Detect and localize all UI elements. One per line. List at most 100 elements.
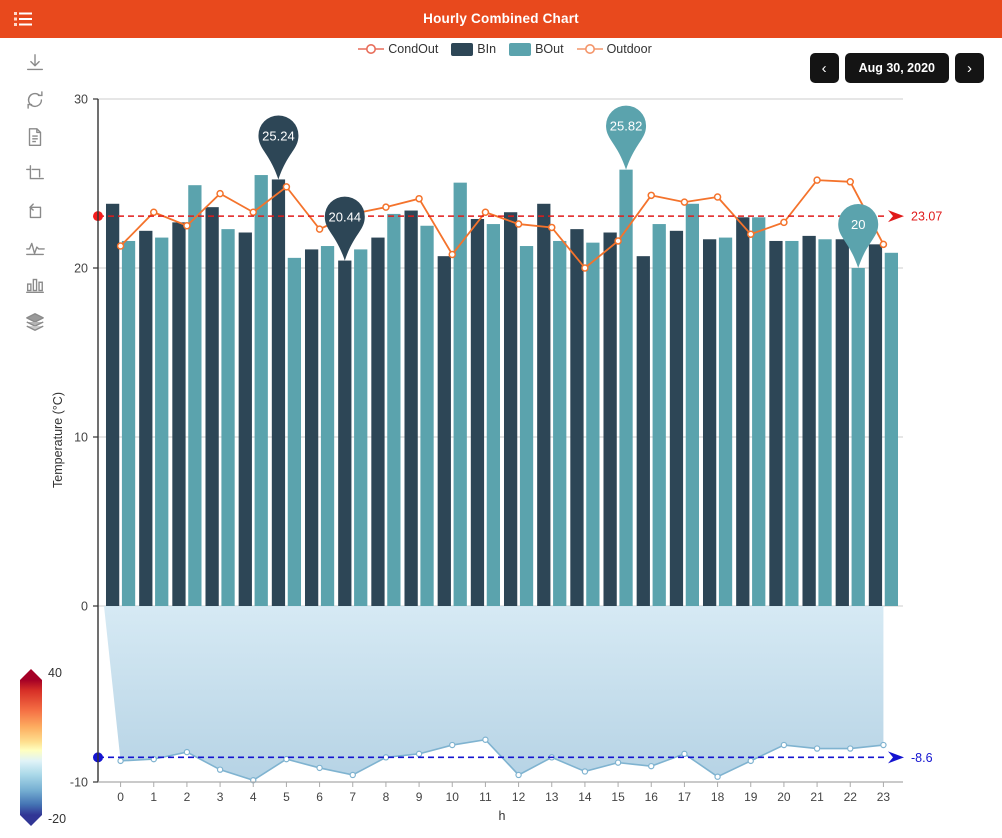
bar-bout-14[interactable] xyxy=(586,242,600,606)
bar-bin-2[interactable] xyxy=(172,222,186,606)
legend-item-outdoor[interactable]: Outdoor xyxy=(576,42,652,56)
bar-bout-0[interactable] xyxy=(121,240,136,606)
bar-bout-22[interactable] xyxy=(851,268,865,606)
bar-bout-18[interactable] xyxy=(718,237,733,606)
bar-bout-23[interactable] xyxy=(884,252,899,607)
bar-bin-8[interactable] xyxy=(371,237,385,606)
outdoor-point-22[interactable] xyxy=(846,178,854,186)
outdoor-point-9[interactable] xyxy=(415,194,423,203)
bar-bout-9[interactable] xyxy=(420,225,434,606)
bar-bout-7[interactable] xyxy=(354,249,368,606)
bar-bout-11[interactable] xyxy=(486,224,501,606)
bar-bin-15[interactable] xyxy=(603,232,617,606)
outdoor-point-21[interactable] xyxy=(813,176,821,184)
bar-bin-5[interactable] xyxy=(271,179,286,606)
bar-bin-18[interactable] xyxy=(702,239,717,606)
bar-bin-17[interactable] xyxy=(669,230,684,606)
outdoor-point-19[interactable] xyxy=(747,230,755,238)
bar-bin-9[interactable] xyxy=(404,210,418,607)
outdoor-point-5[interactable] xyxy=(282,183,291,191)
condout-point-9[interactable] xyxy=(415,750,423,758)
bar-bout-6[interactable] xyxy=(320,246,335,606)
bar-bout-4[interactable] xyxy=(254,175,268,607)
refresh-icon[interactable] xyxy=(18,83,52,117)
condout-point-21[interactable] xyxy=(813,745,821,752)
condout-point-3[interactable] xyxy=(216,766,224,773)
bar-chart-icon[interactable] xyxy=(18,268,52,302)
outdoor-point-0[interactable] xyxy=(116,242,125,250)
download-icon[interactable] xyxy=(18,46,52,80)
bar-bin-1[interactable] xyxy=(139,230,153,606)
outdoor-point-11[interactable] xyxy=(481,208,490,216)
bar-bout-1[interactable] xyxy=(155,237,169,606)
legend-item-bin[interactable]: BIn xyxy=(451,42,496,56)
condout-point-0[interactable] xyxy=(117,757,124,765)
outdoor-point-23[interactable] xyxy=(879,240,888,249)
bar-bin-10[interactable] xyxy=(437,256,451,606)
outdoor-point-8[interactable] xyxy=(382,203,390,211)
bar-bout-5[interactable] xyxy=(287,257,302,606)
condout-point-18[interactable] xyxy=(714,773,721,780)
condout-point-16[interactable] xyxy=(648,762,655,770)
bar-bin-7[interactable] xyxy=(338,260,352,606)
outdoor-point-4[interactable] xyxy=(249,208,257,216)
annotation-pin-2[interactable] xyxy=(606,105,647,170)
outdoor-point-12[interactable] xyxy=(514,220,523,228)
bar-bin-20[interactable] xyxy=(769,240,783,606)
condout-point-17[interactable] xyxy=(681,750,688,758)
condout-point-7[interactable] xyxy=(349,771,356,779)
outdoor-point-6[interactable] xyxy=(315,225,324,233)
bar-bin-0[interactable] xyxy=(105,203,120,606)
annotation-pin-3[interactable] xyxy=(838,204,879,268)
pulse-icon[interactable] xyxy=(18,231,52,265)
bar-bin-11[interactable] xyxy=(470,218,485,607)
outdoor-point-13[interactable] xyxy=(548,223,556,232)
bar-bin-22[interactable] xyxy=(835,239,849,606)
bar-bin-6[interactable] xyxy=(304,249,319,606)
bar-bout-13[interactable] xyxy=(553,240,567,606)
condout-point-5[interactable] xyxy=(283,755,290,763)
condout-point-20[interactable] xyxy=(780,741,788,749)
outdoor-point-16[interactable] xyxy=(647,191,655,200)
next-day-button[interactable]: › xyxy=(955,53,984,83)
bar-bin-23[interactable] xyxy=(868,244,883,606)
bar-bin-16[interactable] xyxy=(636,256,650,606)
bar-bout-16[interactable] xyxy=(652,224,666,606)
condout-point-15[interactable] xyxy=(614,759,622,766)
legend-item-bout[interactable]: BOut xyxy=(509,42,564,56)
legend-item-condout[interactable]: CondOut xyxy=(358,42,438,56)
outdoor-point-14[interactable] xyxy=(581,264,589,272)
outdoor-point-20[interactable] xyxy=(780,218,788,227)
bar-bin-14[interactable] xyxy=(570,229,584,606)
bar-bin-13[interactable] xyxy=(537,203,551,606)
outdoor-point-17[interactable] xyxy=(680,198,689,206)
outdoor-line[interactable] xyxy=(119,179,885,270)
bar-bin-3[interactable] xyxy=(205,207,219,606)
condout-point-2[interactable] xyxy=(183,748,191,756)
outdoor-point-1[interactable] xyxy=(150,208,158,216)
outdoor-point-10[interactable] xyxy=(448,250,456,259)
outdoor-point-3[interactable] xyxy=(216,189,224,198)
prev-day-button[interactable]: ‹ xyxy=(809,53,839,83)
condout-point-12[interactable] xyxy=(515,771,522,779)
hamburger-icon[interactable] xyxy=(0,0,46,38)
bar-bout-8[interactable] xyxy=(387,213,401,607)
bar-bin-12[interactable] xyxy=(503,212,518,607)
bar-bout-20[interactable] xyxy=(785,240,799,606)
condout-point-8[interactable] xyxy=(382,754,390,761)
bar-bout-19[interactable] xyxy=(752,217,766,607)
bar-bout-12[interactable] xyxy=(519,246,534,606)
annotation-pin-1[interactable] xyxy=(324,196,365,261)
outdoor-point-15[interactable] xyxy=(614,237,622,245)
condout-point-14[interactable] xyxy=(581,768,589,775)
bar-bout-21[interactable] xyxy=(818,239,832,606)
bar-bout-3[interactable] xyxy=(221,229,235,606)
condout-point-19[interactable] xyxy=(747,757,754,765)
outdoor-point-2[interactable] xyxy=(183,222,191,230)
condout-point-10[interactable] xyxy=(449,741,456,749)
document-icon[interactable] xyxy=(18,120,52,154)
crop-icon[interactable] xyxy=(18,157,52,191)
condout-point-23[interactable] xyxy=(880,741,887,749)
annotation-pin-0[interactable] xyxy=(258,115,299,180)
